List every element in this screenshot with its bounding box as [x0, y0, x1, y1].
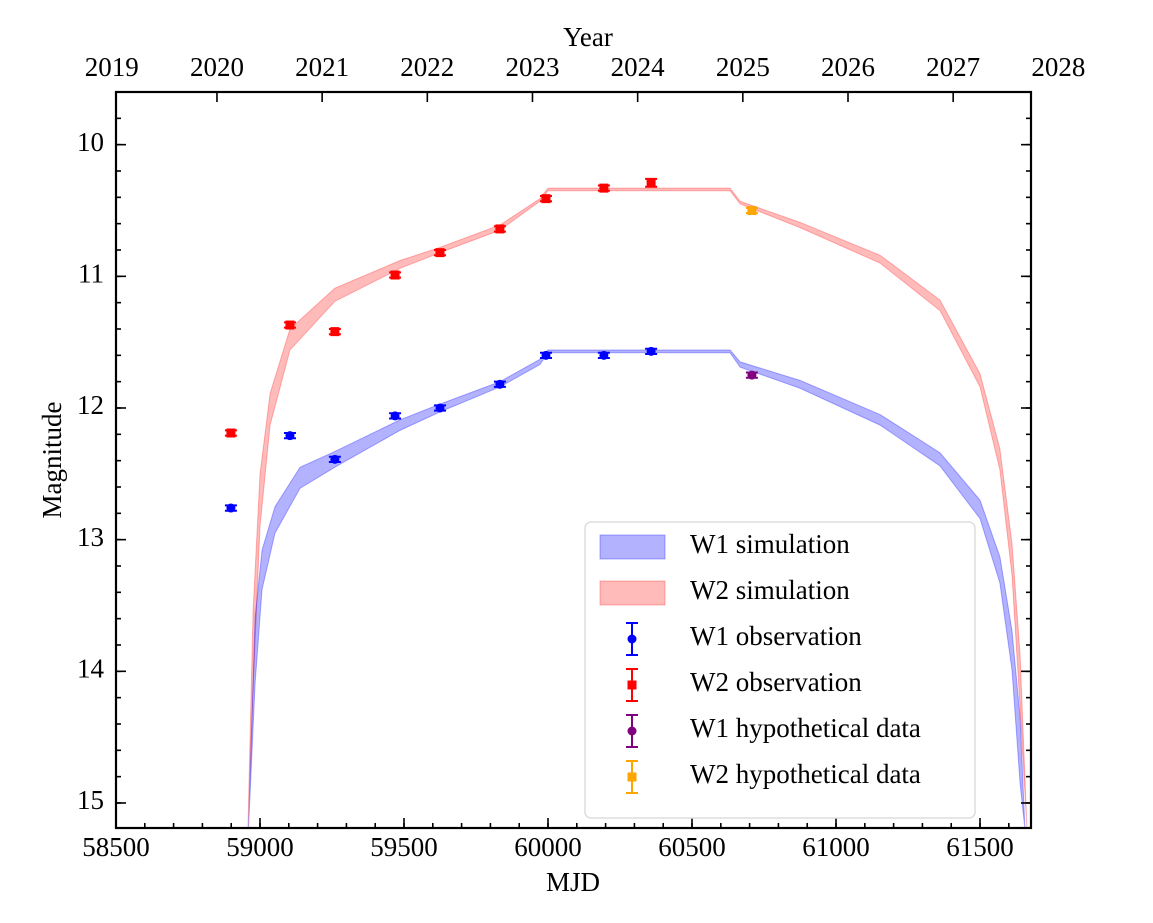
x2-tick-label: 2022 [400, 52, 454, 82]
marker [435, 403, 445, 413]
y-axis-label: Magnitude [37, 401, 67, 518]
marker [390, 270, 400, 280]
marker [646, 178, 656, 188]
x2-tick-label: 2026 [821, 52, 875, 82]
marker [285, 431, 295, 441]
y-tick-label: 13 [77, 522, 104, 552]
legend-box [584, 521, 976, 819]
marker [495, 379, 505, 389]
marker [541, 350, 551, 360]
x2-tick-label: 2024 [611, 52, 666, 82]
x-tick-label: 59500 [370, 832, 438, 862]
marker [599, 350, 609, 360]
marker [646, 346, 656, 356]
x2-tick-label: 2019 [85, 52, 139, 82]
x2-tick-label: 2020 [190, 52, 244, 82]
bands [247, 187, 1028, 828]
marker [747, 370, 757, 380]
marker [330, 327, 340, 337]
x2-tick-label: 2028 [1031, 52, 1085, 82]
legend-patch [599, 534, 666, 560]
marker [627, 634, 637, 644]
legend-label: W1 simulation [690, 529, 850, 559]
legend-label: W1 observation [690, 621, 862, 651]
x-tick-label: 60000 [514, 832, 582, 862]
x2-tick-label: 2025 [716, 52, 770, 82]
simulation-band [248, 349, 1026, 828]
y-tick-label: 14 [77, 654, 105, 684]
x-tick-label: 58500 [82, 832, 150, 862]
marker [495, 224, 505, 234]
marker [285, 320, 295, 330]
y-tick-label: 11 [78, 259, 104, 289]
x-axis-label: MJD [546, 867, 600, 897]
marker [226, 428, 236, 438]
x-tick-label: 61500 [946, 832, 1014, 862]
y-tick-label: 10 [77, 127, 104, 157]
x-tick-label: 60500 [658, 832, 726, 862]
x2-tick-label: 2023 [505, 52, 559, 82]
legend-label: W2 observation [690, 667, 862, 697]
x-tick-label: 59000 [226, 832, 294, 862]
marker [627, 772, 637, 782]
marker [599, 183, 609, 193]
simulation-band [247, 187, 1028, 828]
marker [435, 248, 445, 258]
marker [747, 205, 757, 215]
legend-label: W2 simulation [690, 575, 850, 605]
marker [627, 726, 637, 736]
x2-tick-label: 2021 [295, 52, 349, 82]
marker [627, 680, 637, 690]
y-tick-label: 12 [77, 390, 104, 420]
marker [226, 503, 236, 513]
legend-label: W2 hypothetical data [690, 759, 921, 789]
legend-label: W1 hypothetical data [690, 713, 921, 743]
legend-patch [599, 580, 666, 606]
marker [541, 194, 551, 204]
x2-tick-label: 2027 [926, 52, 980, 82]
legend: W1 simulation W2 simulation W1 observation… [584, 521, 976, 819]
x2-axis-label: Year [563, 22, 613, 52]
marker [330, 454, 340, 464]
marker [390, 411, 400, 421]
x-tick-label: 61000 [802, 832, 870, 862]
y-tick-label: 15 [77, 785, 104, 815]
